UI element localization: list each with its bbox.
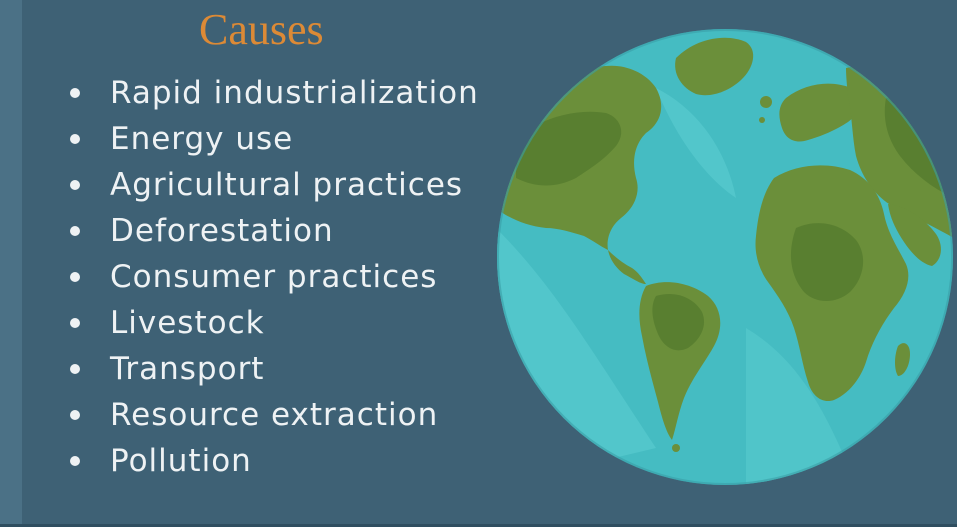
bullet-icon: [70, 272, 80, 282]
list-item: Rapid industrialization: [70, 70, 479, 116]
bullet-icon: [70, 456, 80, 466]
list-item: Consumer practices: [70, 254, 479, 300]
ocean-highlight: [656, 88, 736, 198]
bullet-icon: [70, 134, 80, 144]
ocean-highlight: [746, 328, 856, 485]
list-item: Transport: [70, 346, 479, 392]
list-item: Agricultural practices: [70, 162, 479, 208]
central-america-shape: [608, 250, 646, 284]
bullet-icon: [70, 180, 80, 190]
bullet-icon: [70, 88, 80, 98]
list-item: Deforestation: [70, 208, 479, 254]
causes-list: Rapid industrialization Energy use Agric…: [70, 70, 479, 484]
island-shape: [760, 96, 772, 108]
cause-label: Pollution: [110, 443, 252, 479]
list-item: Energy use: [70, 116, 479, 162]
arabia-shape: [888, 204, 941, 266]
cause-label: Livestock: [110, 305, 265, 341]
cause-label: Deforestation: [110, 213, 334, 249]
europe-shape: [779, 83, 860, 142]
cause-label: Rapid industrialization: [110, 75, 479, 111]
africa-shade: [790, 223, 864, 301]
cause-label: Resource extraction: [110, 397, 439, 433]
left-accent-stripe: [0, 0, 22, 527]
list-item: Pollution: [70, 438, 479, 484]
slide-title: Causes: [199, 5, 324, 54]
cause-label: Consumer practices: [110, 259, 438, 295]
bullet-icon: [70, 226, 80, 236]
north-america-shade: [516, 111, 622, 186]
south-america-shade: [652, 293, 705, 351]
madagascar-shape: [895, 343, 910, 376]
greenland-shape: [675, 37, 754, 96]
island-shape: [672, 444, 680, 452]
list-item: Livestock: [70, 300, 479, 346]
island-shape: [759, 117, 765, 123]
earth-globe-icon: [497, 29, 953, 485]
bottom-divider: [0, 524, 957, 527]
globe-outline: [497, 29, 953, 485]
cause-label: Transport: [110, 351, 265, 387]
bullet-icon: [70, 318, 80, 328]
bullet-icon: [70, 410, 80, 420]
cause-label: Energy use: [110, 121, 294, 157]
cause-label: Agricultural practices: [110, 167, 464, 203]
bullet-icon: [70, 364, 80, 374]
list-item: Resource extraction: [70, 392, 479, 438]
